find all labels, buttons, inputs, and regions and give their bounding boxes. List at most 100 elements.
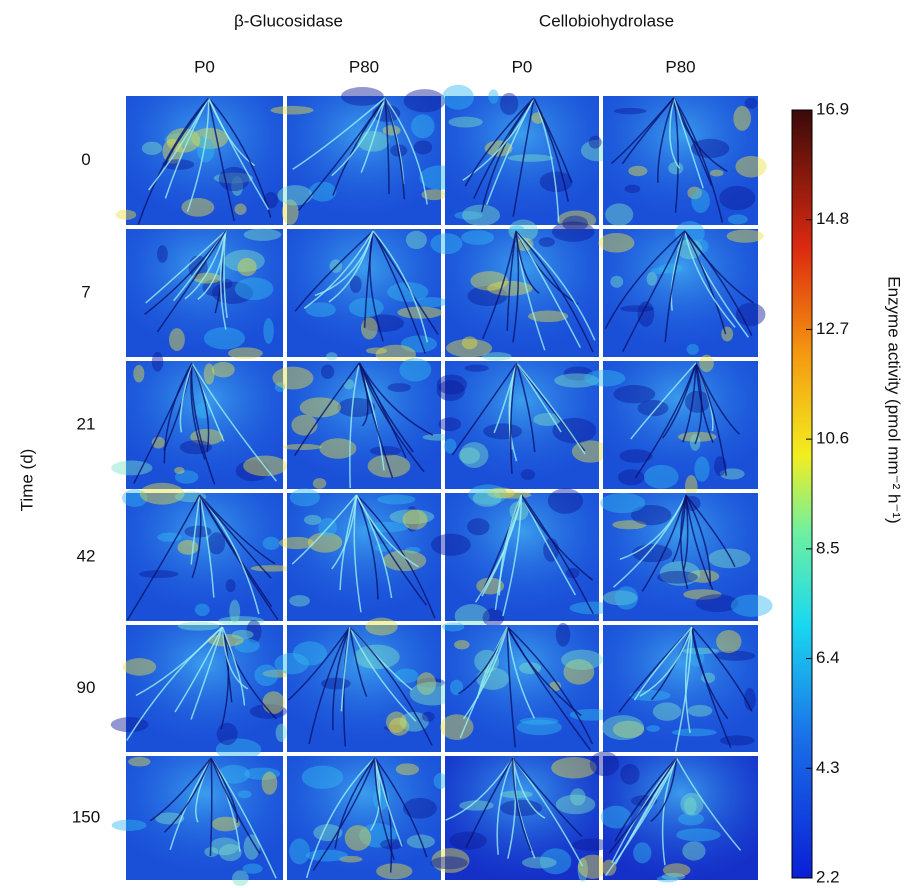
image-patch (382, 125, 401, 136)
image-patch (442, 84, 474, 110)
root (451, 362, 518, 456)
image-patch (237, 257, 257, 277)
image-patch (156, 245, 168, 263)
image-patch (433, 773, 448, 790)
root (207, 97, 235, 222)
image-patch (326, 352, 338, 361)
zymogram-image (584, 354, 758, 498)
image-patch (449, 831, 487, 850)
image-patch (570, 788, 586, 806)
root (512, 757, 583, 838)
image-patch (709, 169, 724, 177)
image-patch (232, 870, 249, 887)
root (384, 97, 406, 200)
image-glow (603, 361, 758, 489)
root (384, 97, 428, 205)
image-patch (637, 301, 655, 327)
image-patch (716, 630, 742, 654)
image-patch (685, 474, 698, 498)
image-patch (577, 857, 588, 882)
colorbar-tick-label: 4.3 (816, 758, 840, 777)
image-patch (659, 561, 701, 586)
image-patch (562, 215, 589, 232)
root (355, 494, 379, 600)
image-patch (337, 397, 376, 418)
root (184, 230, 227, 300)
root (684, 626, 693, 734)
image-patch (646, 725, 660, 732)
image-patch (694, 456, 710, 482)
zymogram-image (274, 617, 455, 752)
image-patch (598, 232, 635, 253)
image-patch (234, 638, 260, 653)
root (372, 230, 426, 354)
image-patch (436, 374, 468, 395)
root (369, 757, 381, 831)
root (197, 230, 227, 300)
root (331, 97, 386, 177)
root (191, 362, 277, 482)
image-patch (577, 854, 609, 879)
colorbar-tick-label: 10.6 (816, 429, 849, 448)
root (511, 757, 532, 852)
image-patch (203, 363, 215, 385)
row-label: 150 (72, 807, 100, 826)
image-patch (339, 855, 363, 863)
zymogram-image (122, 482, 293, 626)
image-patch (547, 488, 584, 514)
image-patch (612, 720, 645, 739)
image-patch (551, 757, 597, 779)
root (516, 362, 536, 453)
image-patch (461, 336, 478, 350)
image-patch (304, 514, 322, 525)
image-patch (656, 875, 679, 883)
image-patch (282, 443, 322, 450)
image-patch (211, 361, 235, 378)
image-patch (305, 302, 336, 318)
image-patch (254, 664, 279, 687)
image-patch (458, 447, 481, 464)
root (682, 362, 697, 443)
root (515, 230, 596, 341)
root (516, 362, 586, 455)
image-patch (243, 455, 288, 477)
image-patch (509, 225, 524, 234)
root (694, 362, 703, 445)
row-label: 90 (77, 678, 96, 697)
root (507, 757, 517, 859)
image-patch (223, 249, 265, 273)
image-patch (138, 570, 179, 579)
image-patch (385, 711, 407, 733)
image-patch (684, 390, 711, 413)
zymogram-image (430, 219, 599, 361)
root (515, 230, 594, 353)
image-patch (656, 570, 698, 584)
root (614, 757, 678, 842)
image-glow (126, 756, 283, 880)
root (611, 757, 678, 864)
image-patch (415, 677, 445, 688)
image-patch (204, 846, 219, 857)
root (221, 626, 277, 720)
image-patch (563, 366, 593, 381)
image-patch (307, 532, 343, 553)
image-patch (191, 127, 229, 150)
image-patch (730, 594, 773, 617)
image-patch (614, 586, 639, 610)
image-patch (369, 446, 402, 456)
image-glow (287, 96, 441, 225)
root (133, 362, 193, 485)
image-patch (744, 687, 756, 711)
root (650, 757, 678, 823)
image-patch (141, 141, 163, 155)
colorbar-tick-label: 2.2 (816, 867, 840, 886)
root (349, 626, 433, 746)
image-patch (436, 380, 465, 402)
image-patch (624, 184, 641, 194)
zymogram-image (430, 756, 611, 882)
root (190, 626, 224, 720)
image-patch (678, 812, 705, 826)
image-patch (174, 470, 199, 484)
image-patch (735, 155, 767, 178)
image-patch (682, 841, 706, 861)
